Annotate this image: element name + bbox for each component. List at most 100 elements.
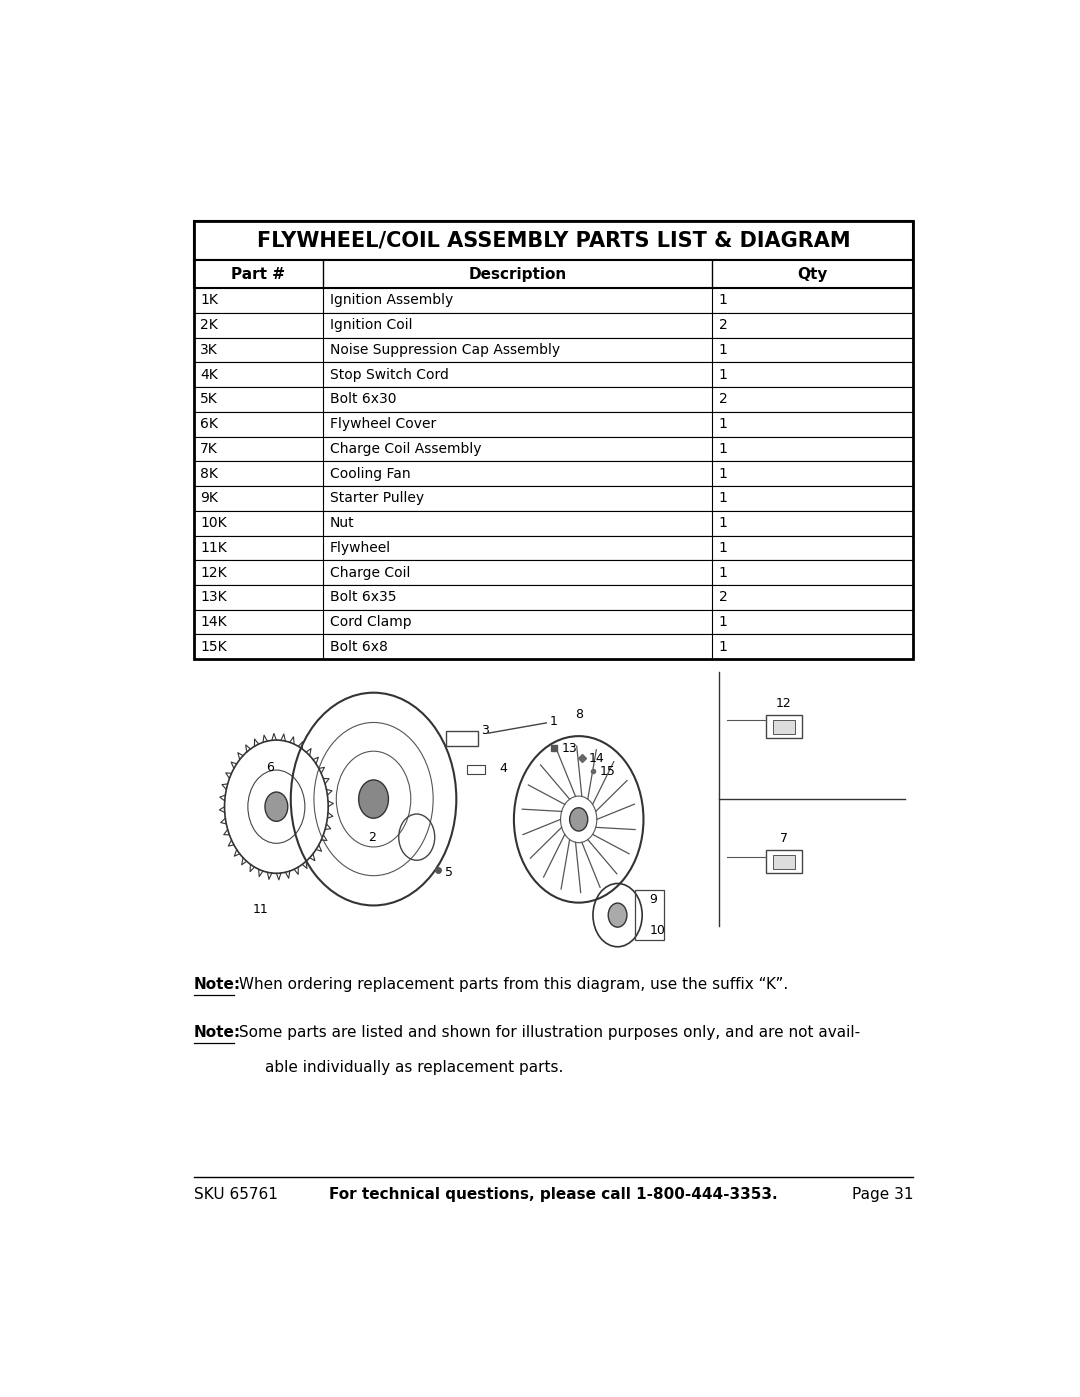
Bar bbox=[766, 849, 801, 873]
Text: Part #: Part # bbox=[231, 267, 285, 282]
Text: Starter Pulley: Starter Pulley bbox=[329, 492, 424, 506]
Text: 1: 1 bbox=[718, 492, 728, 506]
Text: 1: 1 bbox=[718, 441, 728, 455]
Text: 7: 7 bbox=[780, 831, 787, 845]
Circle shape bbox=[569, 807, 588, 831]
Text: Cooling Fan: Cooling Fan bbox=[329, 467, 410, 481]
Text: Bolt 6x35: Bolt 6x35 bbox=[329, 591, 396, 605]
Text: Charge Coil Assembly: Charge Coil Assembly bbox=[329, 441, 482, 455]
Text: 4: 4 bbox=[500, 763, 508, 775]
Text: Charge Coil: Charge Coil bbox=[329, 566, 410, 580]
Text: Cord Clamp: Cord Clamp bbox=[329, 615, 411, 629]
Text: able individually as replacement parts.: able individually as replacement parts. bbox=[265, 1060, 563, 1076]
Text: Flywheel Cover: Flywheel Cover bbox=[329, 418, 436, 432]
Text: When ordering replacement parts from this diagram, use the suffix “K”.: When ordering replacement parts from thi… bbox=[233, 977, 788, 992]
Text: 9: 9 bbox=[649, 893, 658, 905]
Bar bbox=[193, 585, 914, 609]
Text: 5: 5 bbox=[445, 866, 453, 879]
Text: 1: 1 bbox=[718, 418, 728, 432]
Circle shape bbox=[608, 902, 626, 928]
Text: 2K: 2K bbox=[200, 319, 218, 332]
Text: Note:: Note: bbox=[193, 1025, 241, 1039]
Bar bbox=[773, 855, 795, 869]
Text: Noise Suppression Cap Assembly: Noise Suppression Cap Assembly bbox=[329, 344, 559, 358]
Text: 1: 1 bbox=[718, 566, 728, 580]
Text: 15: 15 bbox=[599, 764, 616, 778]
Bar bbox=[193, 609, 914, 634]
Text: 6K: 6K bbox=[200, 418, 218, 432]
Text: 11: 11 bbox=[253, 904, 269, 916]
Text: Stop Switch Cord: Stop Switch Cord bbox=[329, 367, 448, 381]
Circle shape bbox=[359, 780, 389, 819]
Text: Qty: Qty bbox=[797, 267, 828, 282]
Text: 4K: 4K bbox=[200, 367, 218, 381]
Text: Flywheel: Flywheel bbox=[329, 541, 391, 555]
Text: Page 31: Page 31 bbox=[852, 1187, 914, 1203]
Text: 2: 2 bbox=[718, 393, 727, 407]
Bar bbox=[193, 511, 914, 535]
Text: 9K: 9K bbox=[200, 492, 218, 506]
Text: Bolt 6x8: Bolt 6x8 bbox=[329, 640, 388, 654]
Bar bbox=[193, 222, 914, 659]
Bar bbox=[773, 721, 795, 735]
Text: 1: 1 bbox=[718, 640, 728, 654]
Circle shape bbox=[265, 792, 287, 821]
Text: 10: 10 bbox=[649, 925, 665, 937]
Text: 11K: 11K bbox=[200, 541, 227, 555]
Text: FLYWHEEL/COIL ASSEMBLY PARTS LIST & DIAGRAM: FLYWHEEL/COIL ASSEMBLY PARTS LIST & DIAG… bbox=[257, 231, 850, 251]
Text: 1: 1 bbox=[718, 515, 728, 529]
Bar bbox=[766, 715, 801, 738]
Text: 15K: 15K bbox=[200, 640, 227, 654]
Text: 2: 2 bbox=[718, 591, 727, 605]
Bar bbox=[193, 362, 914, 387]
Text: 1: 1 bbox=[718, 293, 728, 307]
Text: 5K: 5K bbox=[200, 393, 218, 407]
Text: 1: 1 bbox=[718, 467, 728, 481]
Text: 1: 1 bbox=[550, 715, 557, 728]
Bar bbox=[446, 731, 478, 746]
Text: 3K: 3K bbox=[200, 344, 218, 358]
Text: 7K: 7K bbox=[200, 441, 218, 455]
Text: For technical questions, please call 1-800-444-3353.: For technical questions, please call 1-8… bbox=[329, 1187, 778, 1203]
Text: Description: Description bbox=[469, 267, 567, 282]
Text: 13: 13 bbox=[562, 742, 578, 754]
Bar bbox=[193, 222, 914, 260]
Text: SKU 65761: SKU 65761 bbox=[193, 1187, 278, 1203]
Text: 14: 14 bbox=[589, 752, 605, 766]
Bar bbox=[193, 437, 914, 461]
Bar bbox=[193, 535, 914, 560]
Text: Ignition Coil: Ignition Coil bbox=[329, 319, 413, 332]
Text: Bolt 6x30: Bolt 6x30 bbox=[329, 393, 396, 407]
Text: Note:: Note: bbox=[193, 977, 241, 992]
Text: 6: 6 bbox=[266, 760, 274, 774]
Text: 10K: 10K bbox=[200, 515, 227, 529]
Text: 1: 1 bbox=[718, 615, 728, 629]
Text: 12K: 12K bbox=[200, 566, 227, 580]
Text: 13K: 13K bbox=[200, 591, 227, 605]
Text: 3: 3 bbox=[482, 724, 489, 738]
Bar bbox=[193, 412, 914, 437]
Bar bbox=[193, 387, 914, 412]
Text: 14K: 14K bbox=[200, 615, 227, 629]
Text: 1: 1 bbox=[718, 541, 728, 555]
Text: 1: 1 bbox=[718, 367, 728, 381]
Bar bbox=[193, 288, 914, 313]
Bar bbox=[193, 313, 914, 338]
Text: 1K: 1K bbox=[200, 293, 218, 307]
Text: 8K: 8K bbox=[200, 467, 218, 481]
Bar bbox=[468, 764, 485, 774]
Text: Some parts are listed and shown for illustration purposes only, and are not avai: Some parts are listed and shown for illu… bbox=[233, 1025, 860, 1039]
Bar bbox=[635, 890, 664, 940]
Text: Nut: Nut bbox=[329, 515, 354, 529]
Bar bbox=[193, 560, 914, 585]
Bar bbox=[193, 634, 914, 659]
Text: 8: 8 bbox=[575, 708, 583, 721]
Text: 2: 2 bbox=[718, 319, 727, 332]
Bar bbox=[193, 461, 914, 486]
Text: 2: 2 bbox=[368, 831, 376, 844]
Bar bbox=[193, 260, 914, 288]
Text: 12: 12 bbox=[775, 697, 792, 710]
Text: Ignition Assembly: Ignition Assembly bbox=[329, 293, 454, 307]
Bar bbox=[193, 338, 914, 362]
Bar bbox=[193, 486, 914, 511]
